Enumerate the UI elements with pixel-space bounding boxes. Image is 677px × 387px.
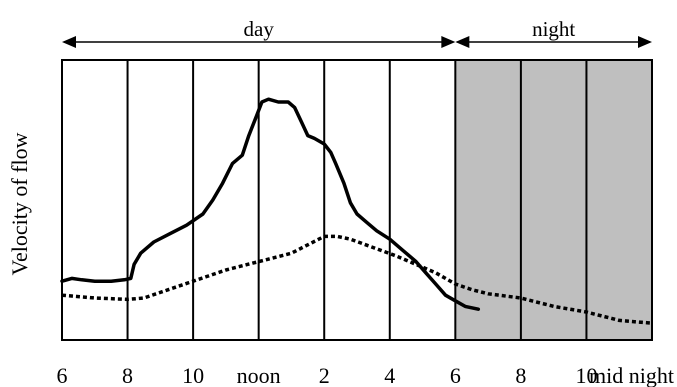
night-arrow-head-right — [638, 36, 652, 48]
night-arrow-head-left — [455, 36, 470, 48]
dotted-series-line — [61, 234, 653, 325]
x-tick-label: 6 — [57, 363, 68, 387]
day-arrow-head-right — [441, 36, 456, 48]
x-tick-label: 6 — [450, 363, 461, 387]
plot-frame — [61, 59, 653, 341]
night-shaded-region — [455, 60, 652, 340]
period-label-day: day — [244, 17, 275, 41]
x-tick-label: 4 — [384, 363, 395, 387]
x-tick-label: 8 — [122, 363, 133, 387]
period-label-night: night — [532, 17, 575, 41]
y-axis-label: Velocity of flow — [7, 132, 32, 275]
frame-layer — [61, 36, 653, 341]
series-layer — [60, 97, 653, 325]
x-tick-label: 2 — [319, 363, 330, 387]
x-tick-label: 10 — [575, 363, 597, 387]
solid-series-line — [60, 97, 481, 311]
x-tick-label: mid night — [589, 363, 674, 387]
x-tick-label: 10 — [182, 363, 204, 387]
background-layer — [455, 60, 652, 340]
x-tick-label: noon — [237, 363, 281, 387]
x-tick-label: 8 — [515, 363, 526, 387]
day-arrow-head-left — [62, 36, 76, 48]
